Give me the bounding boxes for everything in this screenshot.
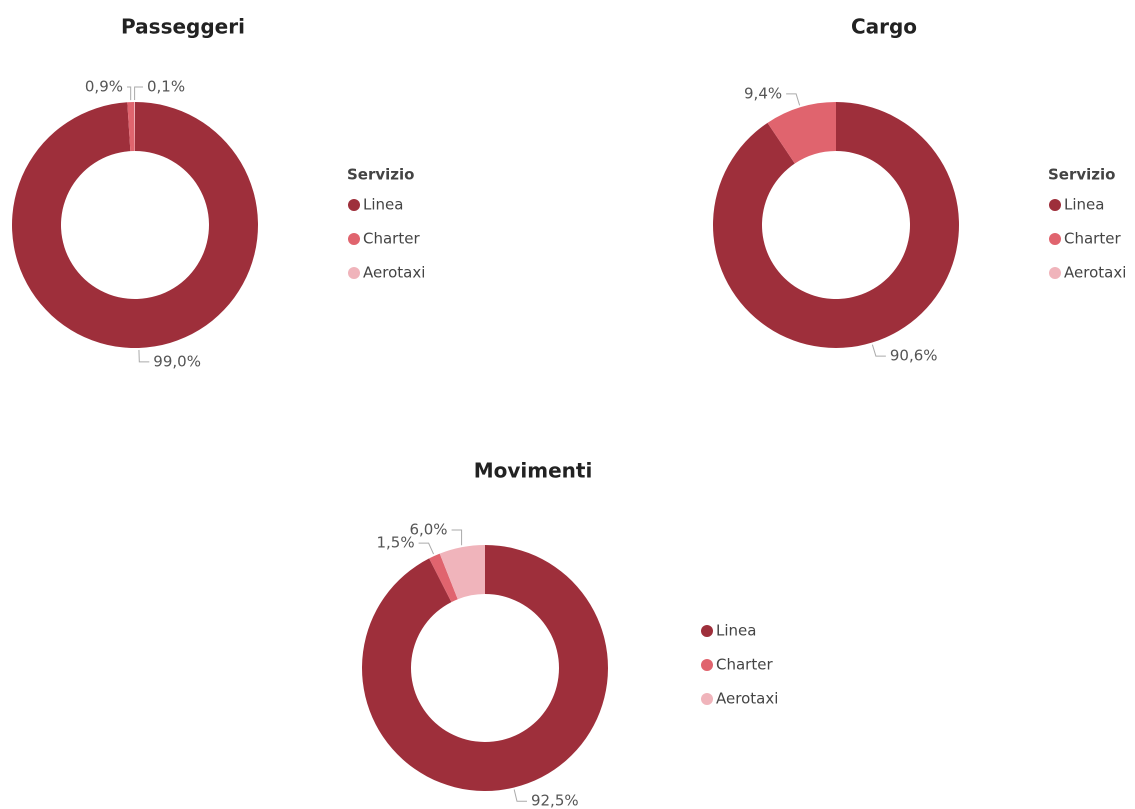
data-label: 0,9% [85, 78, 123, 96]
legend-label: Charter [716, 656, 773, 674]
legend-title: Servizio [1048, 166, 1115, 184]
data-label: 99,0% [153, 352, 201, 370]
legend-label: Aerotaxi [716, 690, 778, 708]
donut-slice [767, 102, 836, 164]
legend-label: Charter [363, 230, 420, 248]
legend-marker [1049, 267, 1061, 279]
legend-marker [701, 693, 713, 705]
data-label: 1,5% [377, 534, 415, 552]
legend-marker [348, 267, 360, 279]
donut-slice [11, 102, 259, 349]
legend-marker [1049, 199, 1061, 211]
leader-line [138, 349, 150, 363]
legend-label: Linea [1064, 196, 1104, 214]
leader-line [513, 789, 527, 802]
data-label: 90,6% [890, 347, 938, 365]
legend-marker [701, 625, 713, 637]
chart-title: Movimenti [474, 459, 593, 483]
chart-title: Passeggeri [121, 15, 245, 39]
legend-marker [348, 199, 360, 211]
donut-slice [439, 545, 485, 600]
legend-label: Aerotaxi [363, 264, 425, 282]
leader-line [451, 529, 463, 546]
leader-line [871, 344, 886, 357]
legend-marker [348, 233, 360, 245]
donut-slice [429, 553, 458, 603]
legend-marker [1049, 233, 1061, 245]
donut-slice [127, 102, 135, 152]
leader-line [127, 86, 132, 101]
data-label: 6,0% [409, 521, 447, 539]
donut-slice [361, 545, 608, 792]
data-label: 9,4% [744, 84, 782, 102]
legend-marker [701, 659, 713, 671]
legend-label: Charter [1064, 230, 1121, 248]
donut-slice [134, 102, 135, 152]
legend-label: Linea [716, 622, 756, 640]
leader-line [786, 93, 801, 106]
legend-label: Aerotaxi [1064, 264, 1126, 282]
donut-slice [712, 102, 959, 349]
leader-line [418, 542, 435, 555]
data-label: 92,5% [531, 792, 579, 809]
legend-label: Linea [363, 196, 403, 214]
leader-line [134, 86, 143, 101]
legend-title: Servizio [347, 166, 414, 184]
chart-title: Cargo [851, 15, 917, 39]
data-label: 0,1% [147, 78, 185, 96]
